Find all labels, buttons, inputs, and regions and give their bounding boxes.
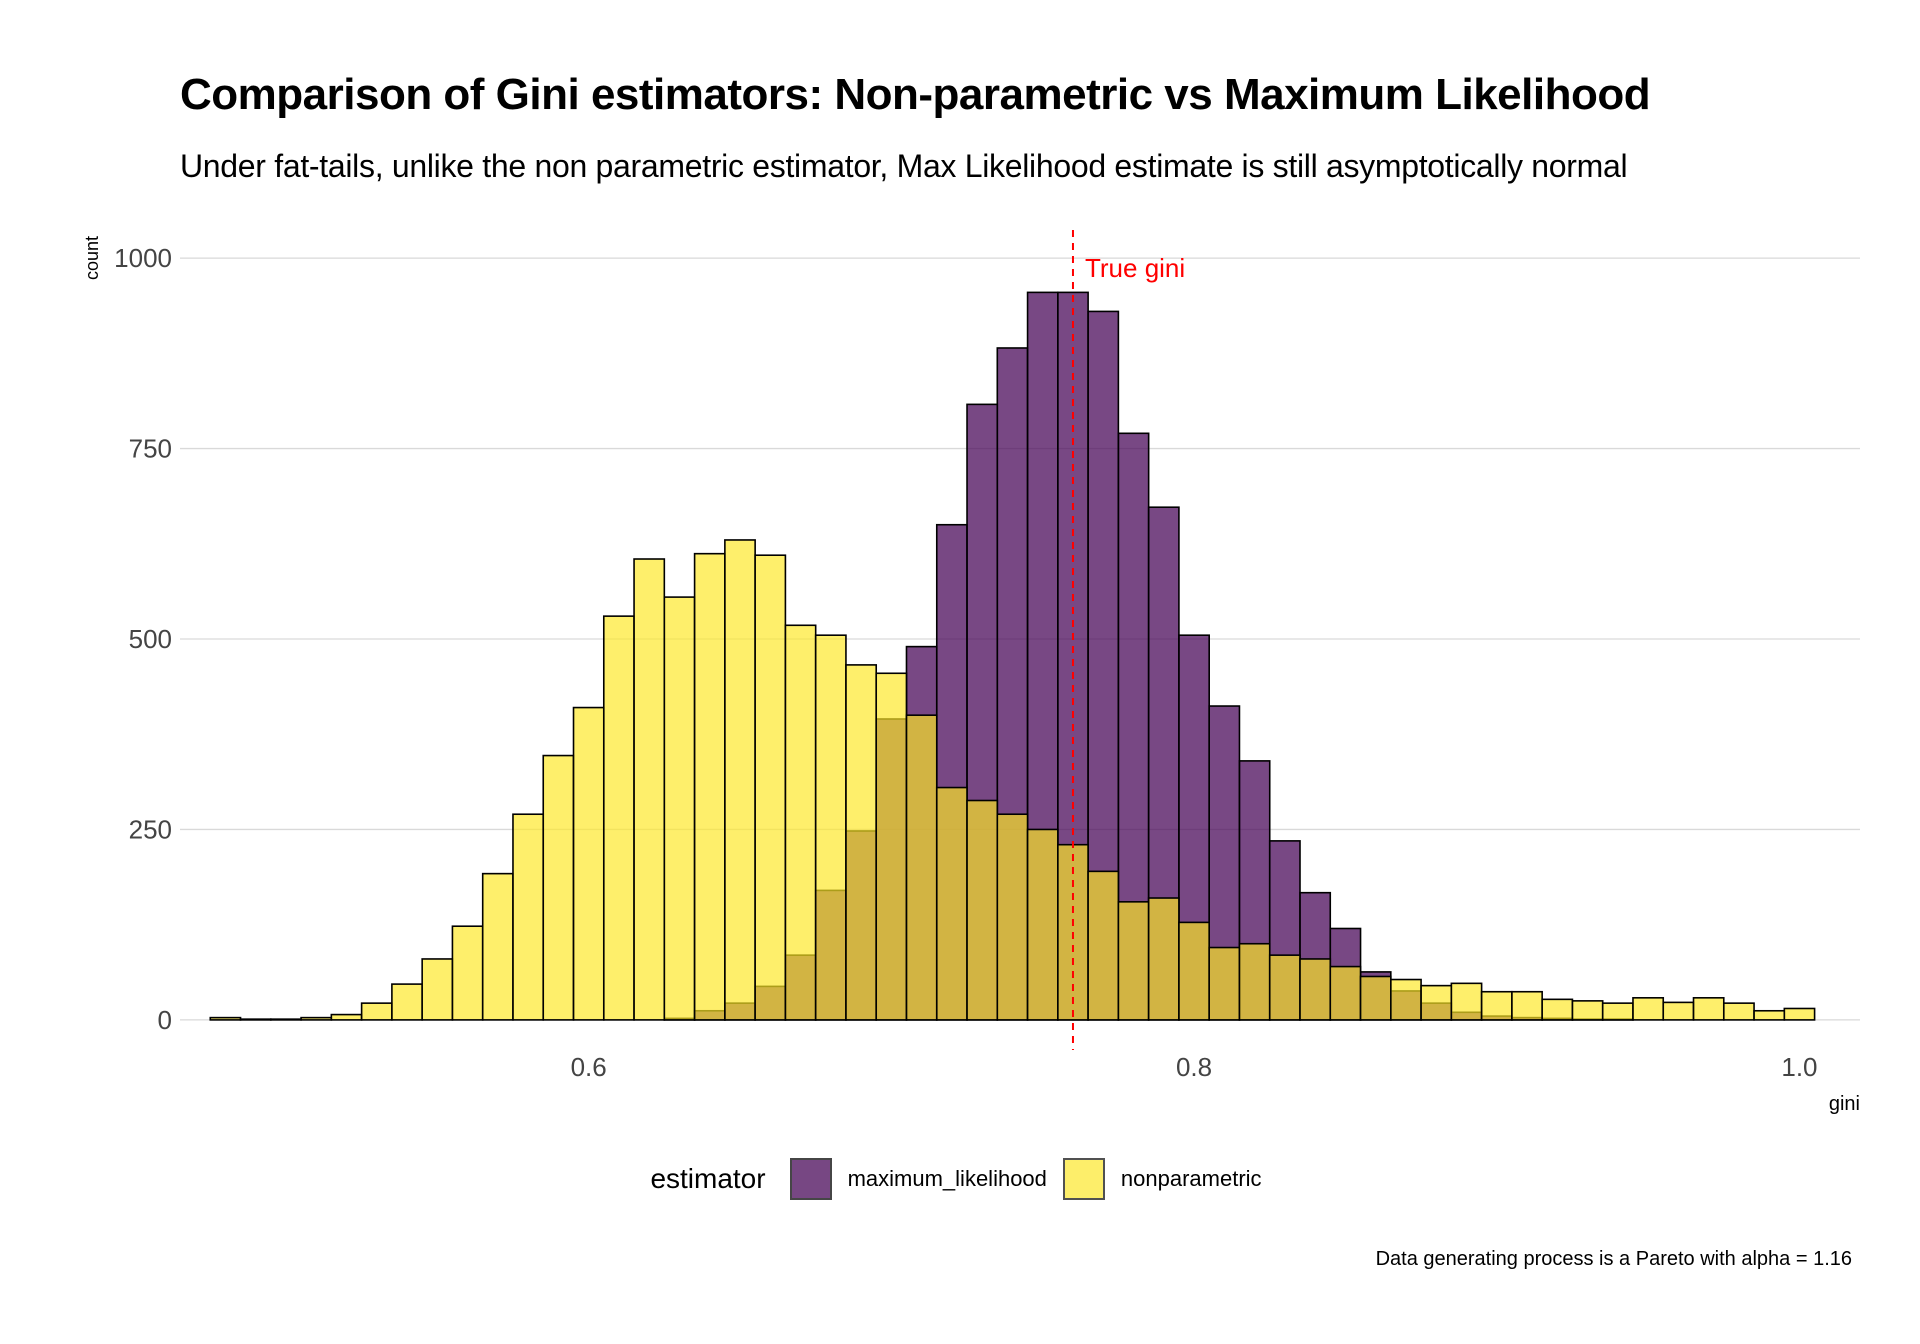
bar-nonparametric <box>239 1018 272 1021</box>
bar-nonparametric <box>1359 975 1392 1021</box>
bar-nonparametric <box>391 983 423 1021</box>
bar-nonparametric <box>1722 1002 1755 1021</box>
bar-nonparametric <box>572 706 605 1021</box>
bar-nonparametric <box>1268 954 1301 1021</box>
bar-nonparametric <box>1299 958 1332 1021</box>
bar-nonparametric <box>1480 990 1513 1021</box>
bar-nonparametric <box>1390 978 1422 1021</box>
bar-nonparametric <box>1178 921 1210 1021</box>
bar-nonparametric <box>360 1002 393 1021</box>
legend-swatch-nonparametric <box>1062 1158 1105 1200</box>
bar-nonparametric <box>542 754 575 1021</box>
bar-nonparametric <box>996 813 1029 1021</box>
legend-title: estimator <box>650 1163 766 1194</box>
bar-nonparametric <box>602 615 635 1021</box>
bar-nonparametric <box>1026 828 1059 1021</box>
bar-nonparametric <box>1329 965 1362 1021</box>
bar-nonparametric <box>300 1016 333 1021</box>
bar-nonparametric <box>451 925 484 1021</box>
bar-nonparametric <box>693 552 726 1021</box>
bar-nonparametric <box>1692 997 1725 1021</box>
bar-nonparametric <box>330 1013 363 1021</box>
bar-nonparametric <box>481 872 514 1021</box>
true-gini-label: True gini <box>1085 253 1185 283</box>
x-axis-label: gini <box>1829 1093 1860 1115</box>
bar-nonparametric <box>754 554 787 1021</box>
bar-nonparametric <box>1571 1000 1604 1021</box>
bar-nonparametric <box>1208 946 1241 1021</box>
legend: estimator maximum_likelihood nonparametr… <box>0 1158 1920 1200</box>
y-tick-label: 500 <box>129 624 172 654</box>
bar-nonparametric <box>935 786 968 1021</box>
bar-nonparametric <box>1511 990 1543 1021</box>
legend-swatch-maximum-likelihood <box>789 1158 832 1200</box>
bar-nonparametric <box>1783 1007 1816 1021</box>
bar-nonparametric <box>1601 1002 1634 1021</box>
y-tick-label: 0 <box>158 1005 172 1035</box>
bar-nonparametric <box>663 596 696 1021</box>
bar-nonparametric <box>1662 1001 1695 1021</box>
bar-nonparametric <box>421 958 454 1021</box>
bar-nonparametric <box>1117 901 1150 1021</box>
x-tick-label: 0.6 <box>571 1052 607 1082</box>
y-axis-label: count <box>82 236 102 280</box>
bar-nonparametric <box>966 799 999 1021</box>
bar-nonparametric <box>905 714 938 1021</box>
bar-nonparametric <box>1541 998 1574 1021</box>
bar-nonparametric <box>270 1018 302 1021</box>
chart-caption: Data generating process is a Pareto with… <box>1375 1248 1852 1270</box>
bar-nonparametric <box>1147 897 1180 1021</box>
legend-label-maximum-likelihood: maximum_likelihood <box>847 1166 1047 1191</box>
y-tick-label: 750 <box>129 434 172 464</box>
bar-nonparametric <box>1238 942 1271 1021</box>
bar-nonparametric <box>209 1016 242 1021</box>
bar-nonparametric <box>1753 1009 1786 1021</box>
chart-title: Comparison of Gini estimators: Non-param… <box>180 70 1651 119</box>
chart-subtitle: Under fat-tails, unlike the non parametr… <box>180 148 1628 184</box>
bar-nonparametric <box>845 664 878 1021</box>
bar-nonparametric <box>1632 997 1665 1021</box>
bar-nonparametric <box>512 813 545 1021</box>
y-tick-label: 250 <box>129 814 172 844</box>
bar-nonparametric <box>1087 870 1120 1021</box>
y-tick-label: 1000 <box>114 243 172 273</box>
legend-label-nonparametric: nonparametric <box>1120 1166 1262 1191</box>
bar-nonparametric <box>633 558 666 1021</box>
bar-nonparametric <box>814 634 847 1021</box>
legend-item-maximum-likelihood: maximum_likelihood <box>789 1158 1047 1200</box>
x-tick-label: 0.8 <box>1176 1052 1212 1082</box>
bar-nonparametric <box>1420 984 1453 1021</box>
bar-nonparametric <box>1450 982 1483 1021</box>
bar-nonparametric <box>875 672 908 1021</box>
bar-nonparametric <box>724 539 756 1021</box>
x-tick-label: 1.0 <box>1781 1052 1817 1082</box>
bar-nonparametric <box>784 624 817 1021</box>
legend-item-nonparametric: nonparametric <box>1062 1158 1262 1200</box>
